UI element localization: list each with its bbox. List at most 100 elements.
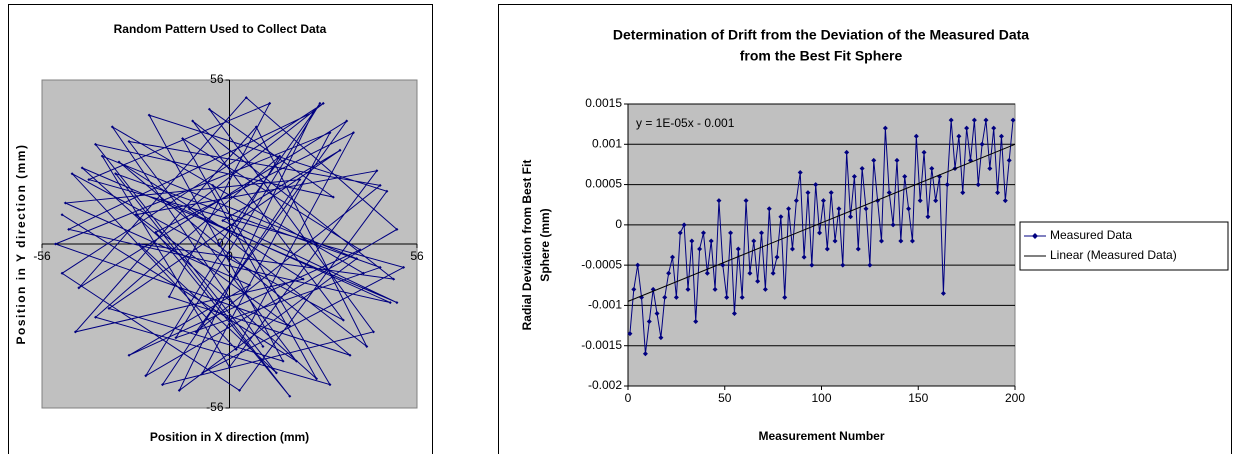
data-point bbox=[944, 182, 950, 188]
data-point bbox=[234, 347, 238, 351]
data-point bbox=[913, 133, 919, 139]
data-point bbox=[281, 359, 285, 363]
data-point bbox=[288, 324, 292, 328]
chart-title: Determination of Drift from the Deviatio… bbox=[613, 27, 1029, 43]
data-point bbox=[658, 335, 664, 341]
data-point bbox=[929, 165, 935, 171]
data-point bbox=[670, 254, 676, 260]
data-point bbox=[388, 301, 392, 305]
data-point bbox=[685, 286, 691, 292]
x-axis-title: Position in X direction (mm) bbox=[150, 430, 309, 444]
data-point bbox=[708, 238, 714, 244]
data-point bbox=[789, 246, 795, 252]
data-point bbox=[161, 383, 165, 387]
data-point bbox=[53, 242, 57, 246]
y-tick-label: 0 bbox=[615, 217, 622, 231]
data-point bbox=[886, 190, 892, 196]
data-point bbox=[820, 198, 826, 204]
data-point bbox=[940, 290, 946, 296]
data-point bbox=[67, 227, 71, 231]
data-point bbox=[191, 119, 195, 123]
data-point bbox=[925, 214, 931, 220]
data-point bbox=[338, 148, 342, 152]
data-point bbox=[631, 286, 637, 292]
data-point bbox=[298, 178, 302, 182]
data-point bbox=[60, 271, 64, 275]
data-point bbox=[181, 137, 185, 141]
data-point bbox=[1010, 117, 1016, 123]
data-point bbox=[851, 174, 857, 180]
data-point bbox=[697, 246, 703, 252]
data-point bbox=[712, 286, 718, 292]
data-point bbox=[60, 213, 64, 217]
chart-title: Random Pattern Used to Collect Data bbox=[114, 22, 327, 36]
y-tick-label: -0.001 bbox=[588, 298, 622, 312]
data-point bbox=[288, 394, 292, 398]
data-point bbox=[351, 131, 355, 135]
data-point bbox=[677, 230, 683, 236]
data-point bbox=[747, 270, 753, 276]
data-point bbox=[743, 198, 749, 204]
data-point bbox=[759, 230, 765, 236]
data-point bbox=[762, 286, 768, 292]
data-point bbox=[848, 214, 854, 220]
data-point bbox=[755, 278, 761, 284]
data-point bbox=[704, 270, 710, 276]
data-point bbox=[635, 262, 641, 268]
data-point bbox=[890, 222, 896, 228]
data-point bbox=[917, 198, 923, 204]
data-point bbox=[154, 230, 158, 234]
data-point bbox=[956, 133, 962, 139]
data-point bbox=[774, 254, 780, 260]
data-point bbox=[395, 301, 399, 305]
data-point bbox=[87, 178, 91, 182]
data-point bbox=[960, 190, 966, 196]
data-point bbox=[268, 101, 272, 105]
data-point bbox=[689, 238, 695, 244]
data-point bbox=[395, 227, 399, 231]
data-point bbox=[878, 238, 884, 244]
data-point bbox=[646, 319, 652, 325]
y-tick-label: 0.001 bbox=[592, 136, 622, 150]
series-line bbox=[629, 120, 1014, 354]
data-point bbox=[167, 295, 171, 299]
y-axis-title: Position in Y direction (mm) bbox=[14, 144, 28, 345]
right-panel-border bbox=[498, 4, 1232, 454]
data-point bbox=[894, 157, 900, 163]
data-point bbox=[840, 262, 846, 268]
data-point bbox=[207, 107, 211, 111]
data-point bbox=[114, 172, 118, 176]
data-point bbox=[107, 306, 111, 310]
y-axis-title: Sphere (mm) bbox=[538, 208, 552, 281]
x-tick-label: 150 bbox=[908, 391, 928, 405]
data-point bbox=[991, 125, 997, 131]
data-point bbox=[217, 242, 221, 246]
data-point bbox=[971, 117, 977, 123]
series-line bbox=[627, 143, 1016, 302]
y-tick-label: 0.0015 bbox=[585, 96, 622, 110]
y-tick-label: 0.0005 bbox=[585, 177, 622, 191]
data-point bbox=[201, 371, 205, 375]
data-point bbox=[378, 265, 382, 269]
data-point bbox=[63, 201, 67, 205]
data-point bbox=[73, 330, 77, 334]
data-point bbox=[828, 190, 834, 196]
data-point bbox=[778, 214, 784, 220]
data-point bbox=[836, 206, 842, 212]
data-point bbox=[654, 310, 660, 316]
data-point bbox=[995, 190, 1001, 196]
data-point bbox=[127, 140, 131, 143]
data-point bbox=[127, 353, 131, 357]
series-line bbox=[53, 96, 405, 397]
data-point bbox=[254, 125, 258, 129]
legend-marker bbox=[1032, 233, 1038, 239]
data-point bbox=[321, 101, 325, 105]
data-point bbox=[867, 262, 873, 268]
data-point bbox=[983, 117, 989, 123]
data-point bbox=[80, 166, 84, 170]
data-point bbox=[824, 246, 830, 252]
data-point bbox=[898, 238, 904, 244]
data-point bbox=[693, 319, 699, 325]
x-tick-label: 0 bbox=[625, 391, 632, 405]
data-point bbox=[261, 345, 265, 348]
